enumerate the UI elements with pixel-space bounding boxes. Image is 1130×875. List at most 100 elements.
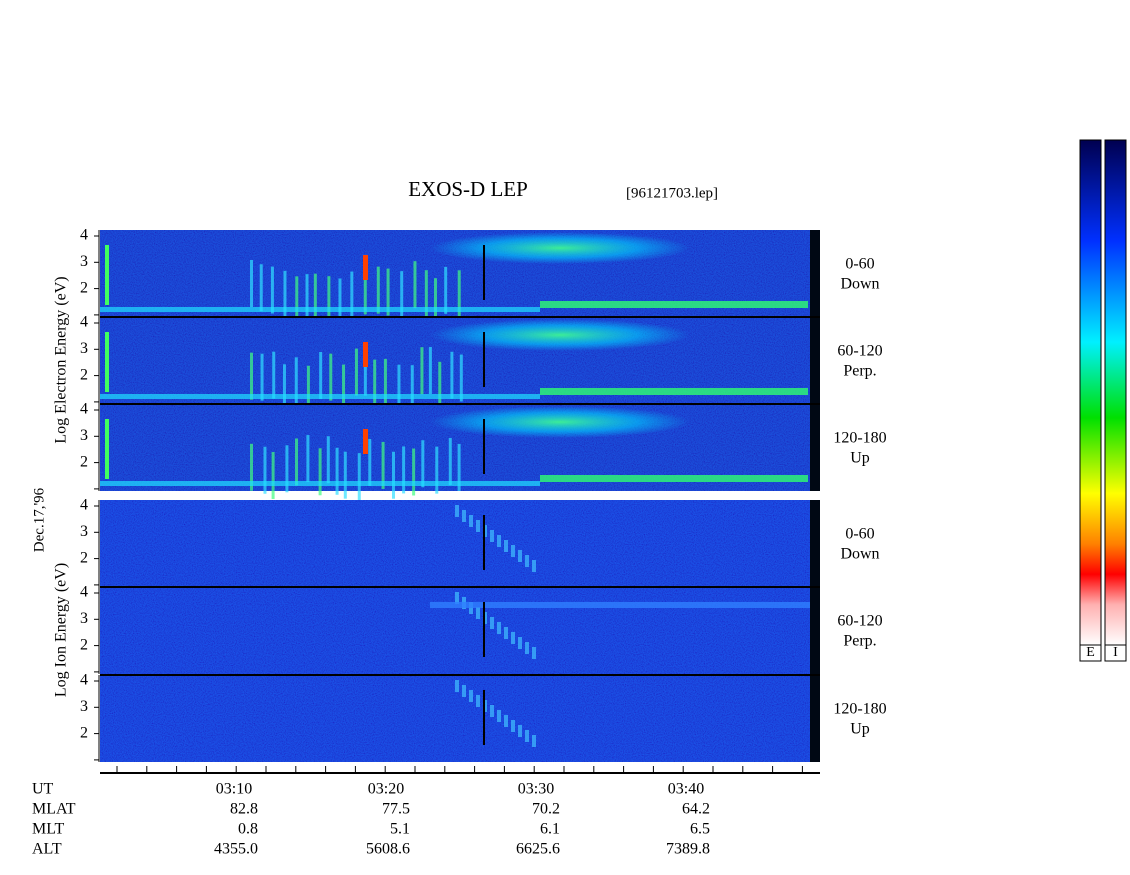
streak (363, 429, 368, 454)
colorbar-label: I (1113, 645, 1118, 660)
energy-tick-label: 4 (80, 672, 88, 689)
streak (476, 520, 480, 532)
direction: Down (840, 546, 879, 563)
energy-tick-label: 3 (80, 523, 88, 540)
group-label: Log Ion Energy (eV) (53, 563, 70, 697)
energy-tick-label: 2 (80, 636, 88, 653)
streak (402, 446, 406, 494)
streak (455, 680, 459, 692)
streak (476, 695, 480, 707)
streak (525, 555, 529, 567)
streak (283, 270, 287, 318)
direction: Perp. (843, 363, 876, 380)
streak (532, 735, 536, 747)
streak (285, 445, 289, 493)
colorbar-label-box (1079, 644, 1102, 662)
streak (381, 441, 385, 489)
ephemeris-value: 70.2 (532, 801, 560, 818)
direction: Up (850, 450, 870, 467)
colorbar-label-box (1104, 644, 1127, 662)
energy-tick-label: 2 (80, 279, 88, 296)
arc (430, 319, 690, 351)
streak (250, 260, 253, 308)
streak (350, 271, 354, 319)
streak (260, 353, 264, 401)
streak (271, 452, 275, 500)
streak (420, 347, 424, 395)
energy-tick-label: 4 (80, 314, 88, 331)
streak (294, 357, 298, 405)
ephemeris-value: 03:40 (668, 781, 704, 798)
streak (270, 266, 274, 314)
streak (490, 530, 494, 542)
direction: Perp. (843, 633, 876, 650)
band (540, 475, 808, 482)
streak (438, 361, 442, 409)
streak (412, 448, 416, 496)
streak (497, 535, 501, 547)
energy-tick-label: 4 (80, 401, 88, 418)
pitch-range: 120-180 (833, 430, 886, 447)
streak (497, 622, 501, 634)
ephemeris-value: 03:30 (518, 781, 554, 798)
streak (383, 358, 387, 406)
streak (363, 267, 367, 315)
ephemeris-value: 6.1 (540, 821, 560, 838)
streak (327, 276, 331, 324)
ephemeris-value: 64.2 (682, 801, 710, 818)
streak (335, 447, 339, 495)
arc (430, 406, 690, 438)
streak (532, 647, 536, 659)
energy-tick-label: 3 (80, 253, 88, 270)
streak (343, 451, 347, 499)
pitch-range: 120-180 (833, 701, 886, 718)
pitch-range: 60-120 (837, 343, 882, 360)
streak (376, 266, 380, 314)
streak (306, 435, 310, 483)
ephemeris-value: 03:20 (368, 781, 404, 798)
edge-strip (810, 317, 820, 404)
streak (392, 451, 396, 499)
streak (457, 270, 461, 318)
streak (295, 276, 299, 324)
energy-tick-label: 3 (80, 340, 88, 357)
date: Dec.17,'96 (31, 487, 47, 552)
streak (428, 347, 432, 395)
streak (525, 642, 529, 654)
pitch-range: 60-120 (837, 613, 882, 630)
streak (259, 264, 263, 312)
streak (363, 348, 367, 396)
band (100, 307, 540, 312)
streak (357, 453, 361, 501)
direction: Up (850, 721, 870, 738)
streak (518, 637, 522, 649)
edge-strip (810, 500, 820, 587)
streak (504, 715, 508, 727)
ephemeris-label: MLAT (32, 801, 76, 818)
streak (386, 268, 390, 316)
streak (400, 271, 404, 319)
streak (518, 725, 522, 737)
streak (413, 261, 417, 309)
edge-strip (810, 675, 820, 762)
streak (354, 348, 358, 396)
streak (532, 560, 536, 572)
streak (250, 352, 253, 400)
band (430, 602, 810, 608)
streak (421, 440, 425, 488)
ephemeris-value: 4355.0 (214, 841, 258, 858)
colorbar (1079, 139, 1102, 646)
ephemeris-value: 5.1 (390, 821, 410, 838)
edge-strip (810, 587, 820, 674)
streak (329, 353, 333, 401)
streak (462, 685, 466, 697)
edge-strip (810, 230, 820, 317)
streak (363, 342, 368, 367)
edge-strip (810, 404, 820, 491)
ephemeris-value: 5608.6 (366, 841, 410, 858)
streak (504, 627, 508, 639)
streak (448, 437, 452, 485)
file-name: [96121703.lep] (626, 185, 718, 201)
energy-tick-label: 3 (80, 610, 88, 627)
streak (338, 278, 342, 326)
